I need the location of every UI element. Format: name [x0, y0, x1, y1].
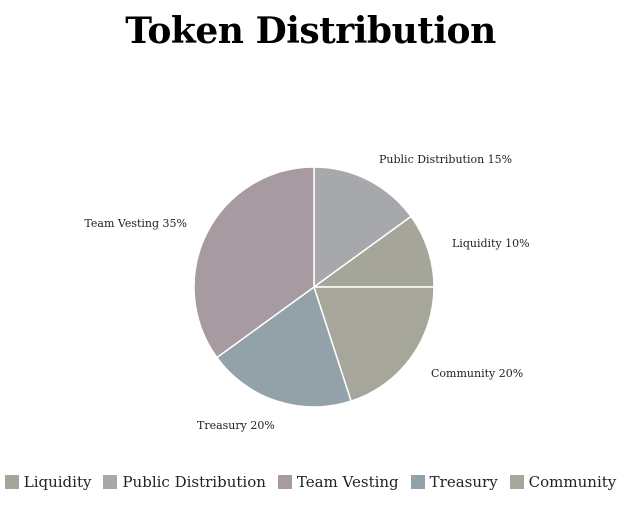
legend-item-public-distribution[interactable]: Public Distribution — [103, 473, 266, 491]
pie-slice-community — [312, 286, 435, 403]
legend-label: Team Vesting — [296, 473, 399, 491]
legend-swatch — [4, 475, 19, 489]
legend-swatch — [509, 475, 524, 489]
legend-swatch — [410, 475, 425, 489]
legend-item-team-vesting[interactable]: Team Vesting — [277, 473, 399, 491]
legend-label: Public Distribution — [122, 473, 266, 491]
legend-swatch — [277, 475, 292, 489]
legend-item-liquidity[interactable]: Liquidity — [4, 473, 92, 491]
legend-swatch — [103, 475, 118, 489]
pie-slice-public-distribution — [313, 166, 413, 289]
legend-label: Liquidity — [23, 473, 92, 491]
legend-label: Community — [528, 473, 617, 491]
chart-legend: Liquidity Public Distribution Team Vesting… — [0, 473, 621, 491]
pie-slice-team-vesting — [193, 166, 315, 359]
slice-label-liquidity: Liquidity 10% — [452, 237, 530, 250]
legend-label: Treasury — [429, 473, 498, 491]
legend-item-community[interactable]: Community — [509, 473, 617, 491]
legend-item-treasury[interactable]: Treasury — [410, 473, 498, 491]
slice-label-community: Community 20% — [431, 367, 523, 380]
slice-label-team-vesting: Team Vesting 35% — [84, 217, 187, 230]
slice-label-public-distribution: Public Distribution 15% — [379, 153, 512, 166]
chart-title: Token Distribution — [125, 10, 496, 52]
slice-label-treasury: Treasury 20% — [197, 419, 275, 432]
pie-slice-treasury — [215, 285, 353, 408]
pie-slice-liquidity — [311, 215, 435, 288]
